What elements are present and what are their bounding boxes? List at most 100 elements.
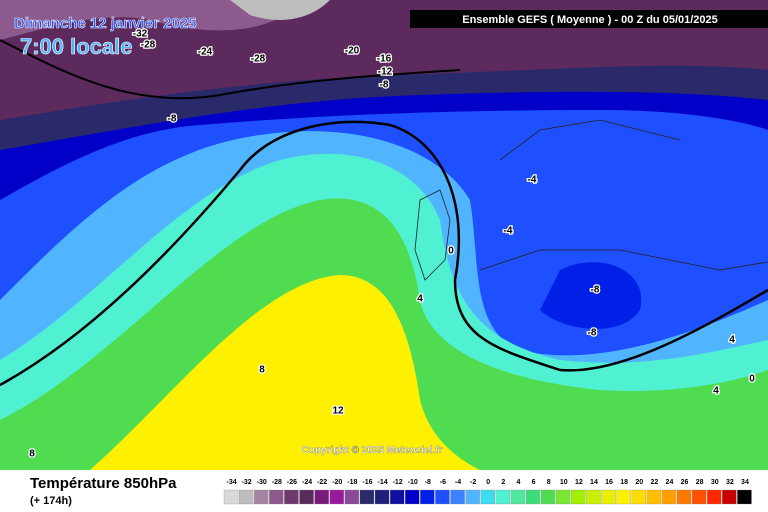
legend-swatch bbox=[707, 489, 722, 505]
legend-label: -4 bbox=[455, 479, 461, 486]
legend-swatch bbox=[480, 489, 495, 505]
legend-swatch bbox=[495, 489, 511, 505]
contour-label: -28 bbox=[251, 54, 266, 65]
legend-swatch bbox=[374, 489, 390, 505]
legend-swatch bbox=[676, 489, 692, 505]
legend-swatch bbox=[238, 489, 254, 505]
legend-label: 4 bbox=[516, 479, 520, 486]
lead-time: (+ 174h) bbox=[30, 495, 72, 507]
contour-label: 0 bbox=[749, 374, 755, 385]
legend-swatch bbox=[737, 489, 752, 505]
legend-label: -26 bbox=[287, 479, 297, 486]
legend-label: -28 bbox=[272, 479, 282, 486]
copyright: Copyright © 2025 Meteociel.fr bbox=[302, 445, 443, 456]
legend-swatch bbox=[631, 489, 646, 505]
time: 7:00 locale bbox=[20, 34, 133, 59]
legend-label: 30 bbox=[711, 479, 719, 486]
legend-label: -2 bbox=[470, 479, 476, 486]
legend-label: 24 bbox=[666, 479, 674, 486]
legend-swatch bbox=[601, 489, 616, 505]
legend-label: 26 bbox=[681, 479, 689, 486]
run-box bbox=[410, 10, 768, 28]
legend-swatch bbox=[616, 489, 631, 505]
legend-label: 20 bbox=[635, 479, 643, 486]
legend-label: -30 bbox=[257, 479, 267, 486]
legend-label: -20 bbox=[332, 479, 342, 486]
parameter: Température 850hPa bbox=[30, 475, 177, 492]
legend-swatch bbox=[540, 489, 556, 505]
contour-label: -24 bbox=[198, 47, 213, 58]
cold-pool bbox=[540, 262, 642, 329]
legend-swatch bbox=[571, 489, 586, 505]
legend-swatch bbox=[299, 489, 314, 505]
legend-label: 10 bbox=[560, 479, 568, 486]
legend-label: -6 bbox=[440, 479, 446, 486]
legend-swatch bbox=[722, 489, 737, 505]
contour-label: -28 bbox=[141, 40, 156, 51]
legend-swatch bbox=[556, 489, 571, 505]
legend-label: -8 bbox=[425, 479, 431, 486]
legend-swatch bbox=[344, 489, 360, 505]
legend-label: -32 bbox=[242, 479, 252, 486]
contour-label: -4 bbox=[528, 175, 537, 186]
legend-swatch bbox=[661, 489, 677, 505]
legend-label: 28 bbox=[696, 479, 704, 486]
legend-swatch bbox=[254, 489, 269, 505]
contour-label: -8 bbox=[380, 80, 389, 91]
legend-swatch bbox=[269, 489, 284, 505]
legend-label: -18 bbox=[347, 479, 357, 486]
contour-label: -32 bbox=[133, 29, 148, 40]
contour-label: 12 bbox=[332, 406, 344, 417]
legend-label: -14 bbox=[377, 479, 387, 486]
run-info: Ensemble GEFS ( Moyenne ) - 00 Z du 05/0… bbox=[462, 14, 718, 26]
cold-core bbox=[230, 0, 330, 20]
legend-label: -10 bbox=[408, 479, 418, 486]
legend-swatch bbox=[435, 489, 450, 505]
legend-label: 0 bbox=[486, 479, 490, 486]
contour-label: 8 bbox=[259, 365, 265, 376]
contour-label: -16 bbox=[377, 54, 392, 65]
contour-label: -12 bbox=[378, 67, 393, 78]
legend-swatch bbox=[465, 489, 480, 505]
legend-swatch bbox=[359, 489, 375, 505]
legend-swatch bbox=[646, 489, 662, 505]
legend-label: -22 bbox=[317, 479, 327, 486]
contour-label: 4 bbox=[729, 335, 735, 346]
contour-label: 8 bbox=[29, 449, 35, 460]
coastlines bbox=[414, 119, 768, 281]
contour-label: -8 bbox=[168, 114, 177, 125]
legend-swatch bbox=[450, 489, 465, 505]
legend-swatch bbox=[691, 489, 707, 505]
legend-swatch bbox=[284, 489, 299, 505]
band18 bbox=[90, 275, 480, 470]
legend-swatch bbox=[223, 489, 239, 505]
contour-label: 4 bbox=[417, 294, 423, 305]
date: Dimanche 12 janvier 2025 bbox=[14, 15, 197, 32]
contour-label: -8 bbox=[588, 328, 597, 339]
contour-label: 4 bbox=[713, 386, 719, 397]
legend-label: -12 bbox=[393, 479, 403, 486]
legend-label: -16 bbox=[362, 479, 372, 486]
legend-swatch bbox=[329, 489, 344, 505]
legend-label: 22 bbox=[650, 479, 658, 486]
legend-label: 16 bbox=[605, 479, 613, 486]
legend-label: -34 bbox=[226, 479, 236, 486]
legend-swatch bbox=[389, 489, 405, 505]
contour-label: 0 bbox=[448, 246, 454, 257]
legend-label: 6 bbox=[532, 479, 536, 486]
legend-label: 14 bbox=[590, 479, 598, 486]
legend-swatch bbox=[405, 489, 420, 505]
legend-label: 12 bbox=[575, 479, 583, 486]
legend-label: 18 bbox=[620, 479, 628, 486]
legend-swatch bbox=[510, 489, 526, 505]
legend-label: 32 bbox=[726, 479, 734, 486]
legend-label: 8 bbox=[547, 479, 551, 486]
legend-label: -24 bbox=[302, 479, 312, 486]
contour-label: -4 bbox=[504, 226, 513, 237]
contour-label: -20 bbox=[345, 46, 360, 57]
legend-swatch bbox=[586, 489, 601, 505]
contour-label: -8 bbox=[591, 285, 600, 296]
zero-isotherm bbox=[0, 120, 768, 387]
